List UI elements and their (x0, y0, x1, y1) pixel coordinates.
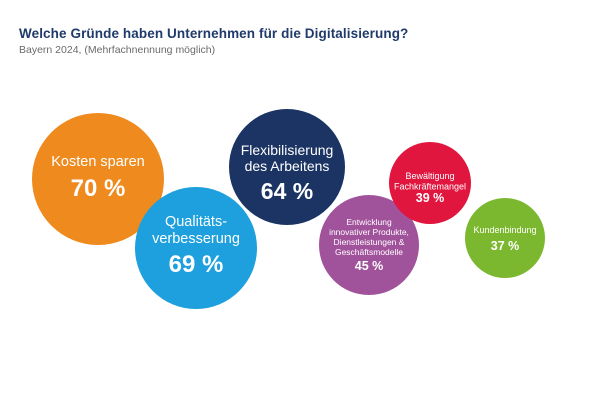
bubble-circle-fachkraeftemangel (389, 142, 471, 224)
bubble-label-entwicklung: innovativer Produkte, (329, 227, 409, 237)
bubble-kosten-sparen: Kosten sparen 70 % (32, 113, 164, 245)
bubble-value-qualitaetsverbesserung: 69 % (169, 251, 224, 278)
bubble-circle-flexibilisierung (229, 109, 345, 225)
bubble-circle-kosten-sparen (32, 113, 164, 245)
bubble-label-entwicklung: Entwicklung (346, 217, 392, 227)
bubble-label-entwicklung: Dienstleistungen & (334, 237, 405, 247)
bubble-label-flexibilisierung: Flexibilisierung (241, 142, 334, 158)
bubble-value-kosten-sparen: 70 % (71, 175, 126, 202)
bubble-value-flexibilisierung: 64 % (261, 178, 313, 204)
bubble-label-fachkraeftemangel: Fachkräftemangel (394, 182, 466, 192)
bubble-label-kosten-sparen: Kosten sparen (51, 154, 145, 170)
bubble-value-entwicklung: 45 % (355, 259, 384, 273)
bubble-label-entwicklung: Geschäftsmodelle (335, 247, 403, 257)
bubble-label-qualitaetsverbesserung: verbesserung (152, 231, 240, 247)
bubble-circle-entwicklung (319, 195, 419, 295)
bubble-circle-qualitaetsverbesserung (135, 187, 257, 309)
chart-subtitle: Bayern 2024, (Mehrfachnennung möglich) (19, 44, 216, 56)
bubble-kundenbindung: Kundenbindung 37 % (465, 198, 545, 278)
bubble-label-kundenbindung: Kundenbindung (473, 225, 536, 235)
bubble-value-kundenbindung: 37 % (491, 239, 520, 253)
bubble-label-flexibilisierung: des Arbeitens (245, 158, 330, 174)
bubble-label-qualitaetsverbesserung: Qualitäts- (165, 214, 227, 230)
chart-title: Welche Gründe haben Unternehmen für die … (19, 26, 409, 41)
bubble-label-fachkraeftemangel: Bewältigung (405, 171, 454, 181)
bubble-circle-kundenbindung (465, 198, 545, 278)
bubble-value-fachkraeftemangel: 39 % (416, 191, 445, 205)
bubble-qualitaetsverbesserung: Qualitäts-verbesserung 69 % (135, 187, 257, 309)
